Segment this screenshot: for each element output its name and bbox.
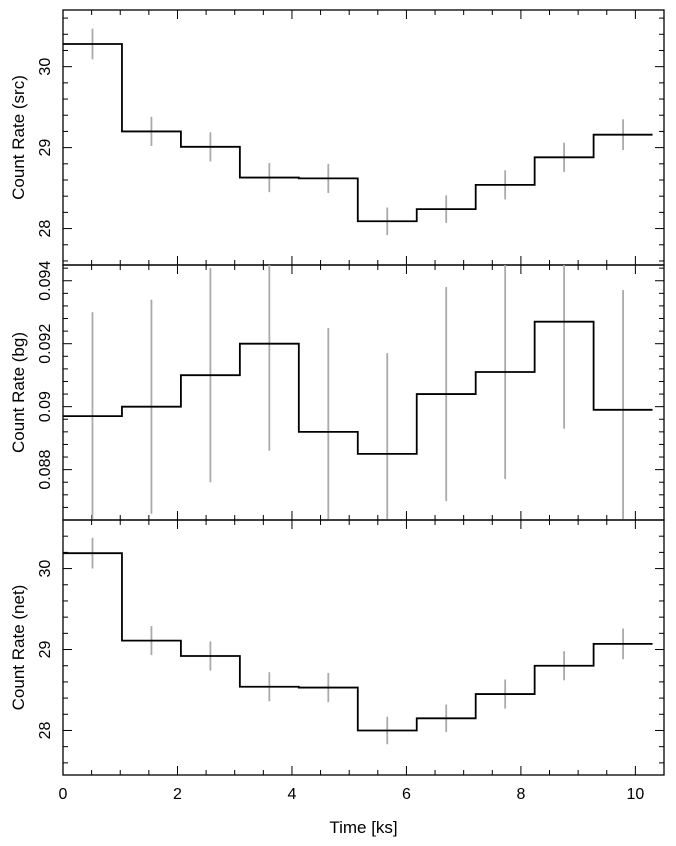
panel-frame-src — [62, 9, 665, 266]
x-tick-label: 6 — [402, 786, 411, 803]
panel-frame-net — [62, 519, 665, 776]
step-line-src — [63, 43, 653, 223]
y-tick-label-bg: 0.09 — [37, 391, 54, 422]
y-tick-label-net: 28 — [37, 721, 54, 739]
step-line-bg — [63, 320, 653, 455]
x-tick-label: 4 — [287, 786, 296, 803]
y-axis-label-bg: Count Rate (bg) — [9, 332, 28, 453]
x-tick-label: 10 — [626, 786, 644, 803]
x-axis-label: Time [ks] — [329, 818, 397, 837]
y-tick-label-net: 29 — [37, 641, 54, 659]
y-tick-label-net: 30 — [37, 560, 54, 578]
y-tick-label-bg: 0.094 — [37, 261, 54, 301]
step-line-net — [63, 552, 653, 732]
panel-frame-bg — [62, 264, 665, 521]
y-axis-label-src: Count Rate (src) — [9, 75, 28, 200]
y-tick-label-src: 30 — [37, 58, 54, 76]
y-tick-label-src: 28 — [37, 220, 54, 238]
y-tick-label-bg: 0.088 — [37, 450, 54, 490]
y-axis-label-net: Count Rate (net) — [9, 585, 28, 711]
x-tick-label: 0 — [59, 786, 68, 803]
y-tick-label-bg: 0.092 — [37, 324, 54, 364]
x-tick-label: 8 — [516, 786, 525, 803]
y-tick-label-src: 29 — [37, 139, 54, 157]
x-tick-label: 2 — [173, 786, 182, 803]
